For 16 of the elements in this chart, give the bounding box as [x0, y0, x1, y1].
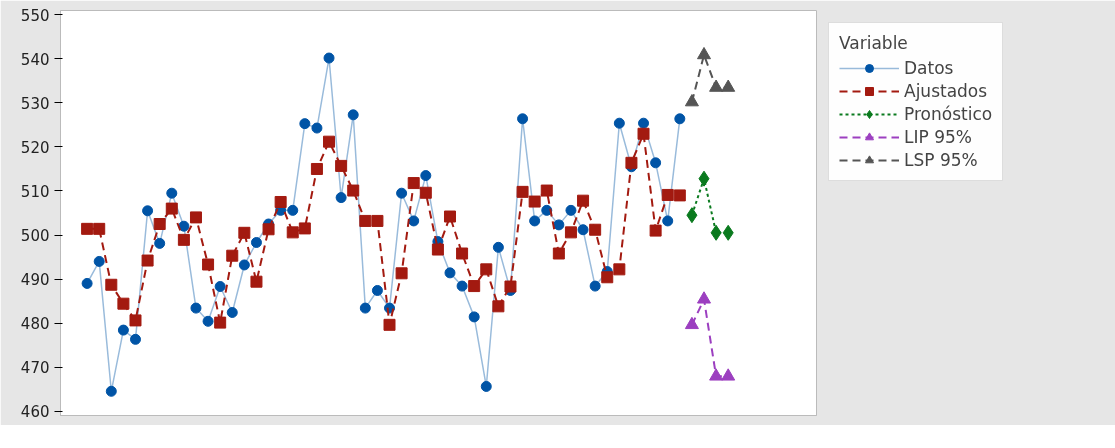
legend-title: Variable	[839, 33, 909, 53]
y-tick-label: 460	[20, 403, 50, 422]
y-tick-label: 490	[20, 271, 50, 290]
legend-label: Pronóstico	[904, 104, 993, 124]
y-tick-label: 530	[20, 94, 50, 113]
y-tick-label: 510	[20, 182, 50, 201]
y-tick-label: 470	[20, 359, 50, 378]
legend-label: Ajustados	[904, 81, 988, 101]
legend-label: Datos	[904, 58, 954, 78]
y-tick-label: 540	[20, 50, 50, 69]
legend-label: LSP 95%	[904, 150, 978, 170]
y-tick-label: 550	[20, 6, 50, 25]
y-tick-label: 500	[20, 227, 50, 246]
y-tick-label: 480	[20, 315, 50, 334]
legend-label: LIP 95%	[904, 127, 972, 147]
y-tick-label: 520	[20, 138, 50, 157]
